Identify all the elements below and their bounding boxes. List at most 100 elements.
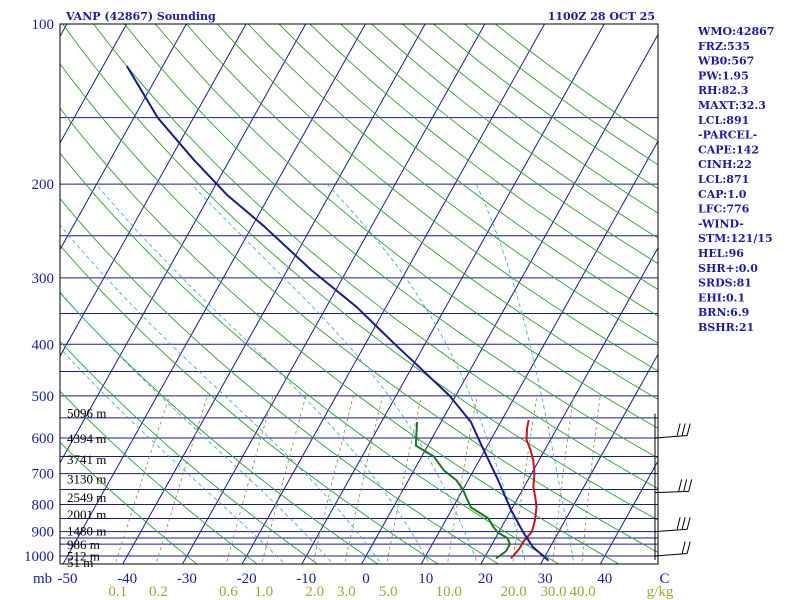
mixing-ratio-label: 2.0 — [305, 584, 324, 600]
mixing-ratio-line — [552, 395, 574, 564]
isotherm-line — [540, 353, 658, 564]
index-value: SHR+:0.0 — [698, 262, 758, 275]
moist-adiabat-line — [475, 183, 575, 564]
index-value: BSHR:21 — [698, 321, 754, 334]
wind-barb — [654, 528, 688, 533]
wind-barb — [654, 490, 689, 494]
index-value: MAXT:32.3 — [698, 99, 766, 112]
isotherm-line — [480, 246, 658, 564]
wind-barbs — [654, 413, 693, 560]
mixing-ratio-line — [155, 395, 208, 564]
isotherm-line — [420, 140, 658, 564]
mixing-ratio-label: 0.2 — [149, 584, 168, 600]
temperature-tick-label: -50 — [58, 571, 78, 587]
wind-barb-flag — [683, 479, 688, 492]
index-value: STM:121/15 — [698, 232, 773, 245]
dry-adiabat-line — [340, 24, 658, 265]
isotherm-line — [60, 24, 128, 144]
isotherm-line — [60, 24, 307, 464]
pressure-tick-label: 800 — [32, 497, 55, 513]
index-value: CAPE:142 — [698, 143, 759, 156]
height-label: 3130 m — [67, 471, 106, 486]
pressure-tick-label: 700 — [32, 467, 55, 483]
moist-adiabat-line — [191, 183, 479, 564]
wind-barb-flag — [676, 423, 681, 436]
height-label: 512 m — [67, 548, 100, 563]
isotherm-line — [60, 24, 247, 358]
mixing-ratio-line — [225, 395, 274, 564]
isotherm-line — [122, 24, 426, 564]
mixing-ratio-line — [114, 395, 170, 564]
index-value: WB0:567 — [697, 55, 754, 68]
parcel-path — [126, 65, 550, 562]
dry-adiabat-line — [185, 24, 658, 400]
wind-barb — [654, 553, 688, 557]
mixing-ratio-line — [261, 395, 307, 564]
height-label: 51 m — [67, 555, 93, 570]
sounding-datetime: 1100Z 28 OCT 25 — [548, 10, 655, 23]
wind-barb-flag — [676, 517, 681, 530]
mixing-ratio-label: 0.6 — [219, 584, 238, 600]
pressure-tick-label: 900 — [32, 525, 55, 541]
mixing-ratio-label: 0.1 — [108, 584, 127, 600]
index-value: SRDS:81 — [698, 277, 752, 290]
mixing-ratio-line — [581, 395, 601, 564]
wind-barb-flag — [686, 423, 691, 436]
temperature-profile — [510, 419, 538, 559]
index-value: HEL:96 — [698, 247, 744, 260]
isotherm-line — [599, 459, 658, 564]
index-value: BRN:6.9 — [698, 306, 749, 319]
height-labels: 5096 m 4394 m 3741 m 3130 m 2549 m 2001 m 1480… — [67, 406, 106, 570]
pressure-tick-label: 300 — [32, 271, 55, 287]
index-value: CAP:1.0 — [698, 188, 747, 201]
index-value: WMO:42867 — [697, 25, 774, 38]
temperature-tick-label: -10 — [296, 571, 316, 587]
index-value: LCL:871 — [698, 173, 749, 186]
mixing-ratio-label: 40.0 — [569, 584, 595, 600]
pressure-tick-label: 500 — [32, 389, 55, 405]
height-label: 4394 m — [67, 431, 106, 446]
index-value: -PARCEL- — [698, 129, 757, 142]
wind-barb — [654, 435, 688, 439]
dry-adiabat-line — [309, 24, 658, 291]
index-value: CINH:22 — [698, 158, 752, 171]
index-value: PW:1.95 — [698, 69, 749, 82]
height-label: 2001 m — [67, 507, 106, 522]
dry-adiabat-line — [124, 24, 658, 459]
pressure-tick-label: 400 — [32, 337, 55, 353]
isotherm-line — [60, 24, 187, 251]
dry-adiabat-line — [60, 63, 658, 553]
temperature-tick-label: -40 — [117, 571, 137, 587]
wind-barb-flag — [681, 423, 686, 436]
mixing-ratio-label: 20.0 — [500, 584, 526, 600]
dry-adiabat-line — [60, 152, 560, 564]
index-value: LCL:891 — [698, 114, 749, 127]
temperature-tick-label: 0 — [362, 571, 370, 587]
isotherm-line — [0, 24, 7, 567]
dry-adiabat-line — [60, 107, 620, 564]
height-label: 986 m — [67, 537, 100, 552]
wind-barb-flag — [681, 541, 686, 554]
plot-border — [59, 23, 659, 565]
index-value: LFC:776 — [698, 203, 750, 216]
pressure-tick-label: 1000 — [24, 549, 54, 565]
height-label: 5096 m — [67, 406, 106, 421]
pressure-tick-label: 100 — [32, 17, 55, 33]
dry-adiabat-line — [278, 24, 658, 317]
dry-adiabat-line — [60, 292, 379, 564]
mixing-ratio-line — [312, 395, 354, 564]
temperature-tick-label: 20 — [478, 571, 493, 587]
mixing-ratio-label: 3.0 — [337, 584, 356, 600]
height-label: 3741 m — [67, 452, 106, 467]
wind-barb-flag — [678, 479, 683, 492]
mb-unit-label: mb — [33, 571, 52, 587]
mixing-ratio-unit: g/kg — [647, 584, 674, 600]
mixing-ratio-label: 5.0 — [379, 584, 398, 600]
dewpoint-profile — [414, 421, 511, 560]
temperature-tick-label: 10 — [418, 571, 433, 587]
dry-adiabat-line — [60, 390, 258, 564]
mixing-ratio-label: 1.0 — [254, 584, 273, 600]
pressure-tick-label: 200 — [32, 177, 55, 193]
